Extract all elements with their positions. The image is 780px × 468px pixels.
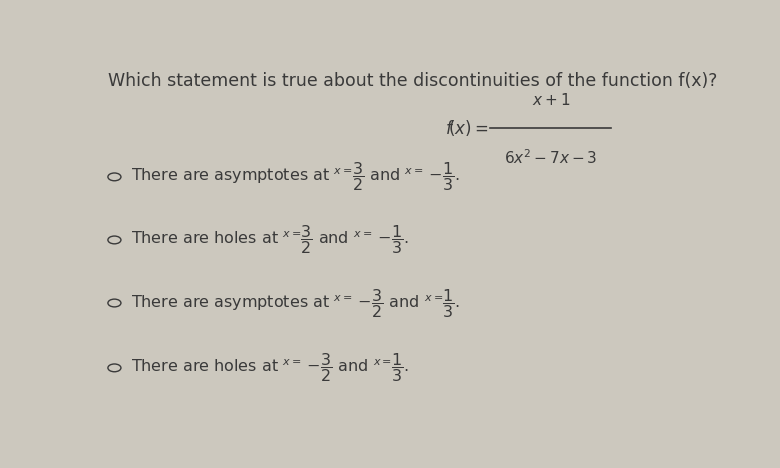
Text: There are holes at $^{x=}\!\dfrac{3}{2}$ and $^{x=}-\!\dfrac{1}{3}$.: There are holes at $^{x=}\!\dfrac{3}{2}$… [131,223,409,256]
Text: There are asymptotes at $^{x=}-\!\dfrac{3}{2}$ and $^{x=}\!\dfrac{1}{3}$.: There are asymptotes at $^{x=}-\!\dfrac{… [131,286,460,320]
Text: $6x^2-7x-3$: $6x^2-7x-3$ [504,148,597,167]
Text: $x+1$: $x+1$ [532,92,570,109]
Text: There are asymptotes at $^{x=}\!\dfrac{3}{2}$ and $^{x=}-\!\dfrac{1}{3}$.: There are asymptotes at $^{x=}\!\dfrac{3… [131,161,460,193]
Text: Which statement is true about the discontinuities of the function f(x)?: Which statement is true about the discon… [108,73,718,90]
Text: There are holes at $^{x=}-\!\dfrac{3}{2}$ and $^{x=}\!\dfrac{1}{3}$.: There are holes at $^{x=}-\!\dfrac{3}{2}… [131,351,409,384]
Text: $f\!\left(x\right) =$: $f\!\left(x\right) =$ [445,118,488,138]
